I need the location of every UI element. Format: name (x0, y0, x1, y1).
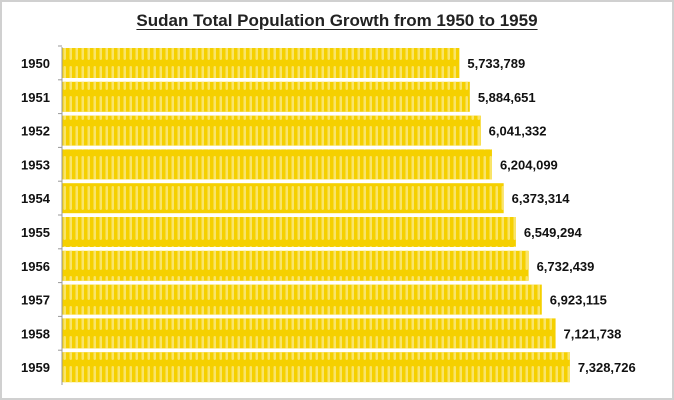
data-label-1951: 5,884,651 (478, 90, 536, 105)
bar-pattern-1958 (62, 318, 556, 349)
y-tick-label-1950: 1950 (21, 56, 50, 71)
bar-pattern-1957 (62, 284, 542, 315)
y-tick-label-1951: 1951 (21, 90, 50, 105)
data-label-1957: 6,923,115 (550, 293, 607, 308)
y-tick-label-1956: 1956 (21, 259, 50, 274)
data-label-1959: 7,328,726 (578, 360, 636, 375)
bar-pattern-1959 (62, 352, 570, 383)
bar-pattern-1954 (62, 183, 504, 214)
chart-title-text: Sudan Total Population Growth from 1950 … (136, 11, 538, 30)
data-label-1954: 6,373,314 (512, 191, 571, 206)
data-label-1952: 6,041,332 (489, 124, 547, 139)
bar-pattern-1952 (62, 115, 481, 146)
y-tick-label-1957: 1957 (21, 293, 50, 308)
y-tick-label-1958: 1958 (21, 326, 50, 341)
bar-pattern-1953 (62, 149, 492, 180)
bar-pattern-1951 (62, 81, 470, 112)
data-label-1955: 6,549,294 (524, 225, 583, 240)
data-label-1958: 7,121,738 (564, 326, 622, 341)
y-tick-label-1959: 1959 (21, 360, 50, 375)
bar-pattern-1956 (62, 250, 529, 281)
bar-pattern-1955 (62, 217, 516, 247)
bar-pattern-1950 (62, 48, 460, 78)
data-label-1950: 5,733,789 (467, 56, 525, 71)
y-tick-label-1952: 1952 (21, 124, 50, 139)
data-label-1956: 6,732,439 (537, 259, 595, 274)
data-label-1953: 6,204,099 (500, 157, 558, 172)
y-tick-label-1955: 1955 (21, 225, 50, 240)
y-tick-label-1953: 1953 (21, 157, 50, 172)
chart-title: Sudan Total Population Growth from 1950 … (2, 11, 672, 31)
y-tick-label-1954: 1954 (21, 191, 51, 206)
